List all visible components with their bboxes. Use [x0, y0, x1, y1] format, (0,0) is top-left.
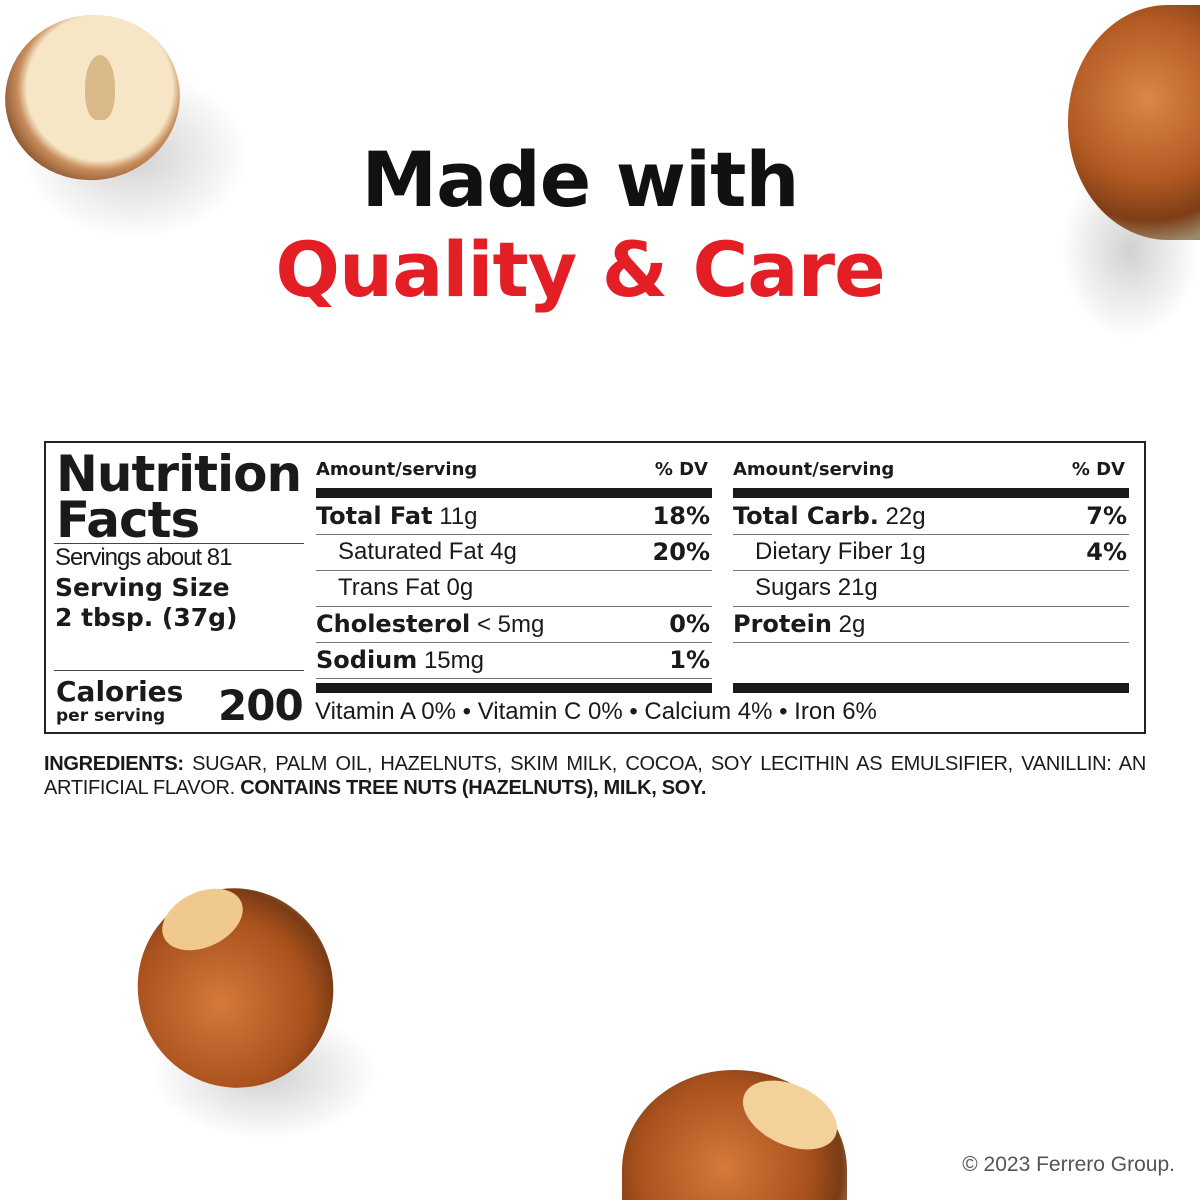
copyright: © 2023 Ferrero Group. [962, 1153, 1175, 1176]
amount-header: Amount/serving [733, 458, 895, 480]
nutrient-dv: 20% [652, 538, 710, 566]
thick-divider [316, 488, 712, 498]
nutrient-name: Total Fat [316, 501, 433, 530]
dv-header: % DV [1071, 458, 1125, 480]
nutrient-name: Dietary Fiber [755, 538, 893, 565]
calories-value: 200 [218, 681, 304, 730]
thick-divider [316, 683, 712, 693]
thick-divider [733, 488, 1129, 498]
ingredients-text: INGREDIENTS: SUGAR, PALM OIL, HAZELNUTS,… [44, 752, 1146, 800]
nutrient-amount: 0g [446, 574, 474, 601]
ingredients-label: INGREDIENTS: [44, 753, 184, 775]
calories-label: Calories [56, 675, 184, 708]
nutrient-amount: 22g [885, 502, 926, 530]
nutrient-dv: 0% [669, 610, 710, 638]
nutrient-row: Trans Fat 0g [316, 570, 712, 606]
allergen-statement: CONTAINS TREE NUTS (HAZELNUTS), MILK, SO… [240, 777, 707, 799]
divider [733, 534, 1129, 535]
nutrient-row: Total Fat 11g 18% [316, 498, 712, 534]
nutrient-amount: < 5mg [476, 610, 545, 638]
divider [316, 678, 712, 679]
nutrient-amount: 15mg [423, 646, 484, 674]
serving-size-label: Serving Size [55, 573, 230, 602]
servings-per-container: Servings about 81 [55, 544, 232, 571]
nutrient-row: Dietary Fiber 1g 4% [733, 534, 1129, 570]
headline-line1: Made with [361, 135, 799, 224]
nutrient-name: Protein [733, 609, 832, 638]
nutrient-row: Saturated Fat 4g 20% [316, 534, 712, 570]
divider [54, 670, 304, 671]
nutrient-row: Sugars 21g [733, 570, 1129, 606]
divider [733, 642, 1129, 643]
divider [316, 606, 712, 607]
nutrient-amount: 1g [899, 538, 926, 565]
nutrient-name: Saturated Fat [338, 538, 484, 565]
column-header: Amount/serving % DV [316, 453, 712, 485]
nutrient-amount: 21g [837, 574, 878, 601]
nutrient-row: Total Carb. 22g 7% [733, 498, 1129, 534]
title-line2: Facts [56, 491, 200, 549]
vitamins-minerals: Vitamin A 0% • Vitamin C 0% • Calcium 4%… [315, 698, 877, 725]
divider [733, 606, 1129, 607]
divider [54, 543, 304, 544]
nutrient-name: Sugars [755, 574, 832, 601]
calories-per-serving-label: per serving [56, 706, 166, 726]
amount-header: Amount/serving [316, 458, 478, 480]
nutrient-amount: 11g [439, 502, 478, 530]
nutrient-name: Sodium [316, 645, 418, 674]
nutrient-dv: 7% [1086, 502, 1127, 530]
column-header: Amount/serving % DV [733, 453, 1129, 485]
nutrient-name: Cholesterol [316, 609, 471, 638]
nutrient-name: Trans Fat [338, 574, 440, 601]
nutrient-dv: 18% [652, 502, 710, 530]
nutrient-dv: 4% [1086, 538, 1127, 566]
divider [316, 570, 712, 571]
divider [316, 642, 712, 643]
nutrition-facts-panel: Nutrition Facts Servings about 81 Serving… [44, 441, 1146, 734]
thick-divider [733, 683, 1129, 693]
hazelnut-kernel-icon [85, 55, 115, 120]
nutrient-row: Sodium 15mg 1% [316, 642, 712, 678]
ingredients-list: SUGAR, PALM OIL, HAZELNUTS, SKIM MILK, C… [44, 753, 1146, 799]
nutrient-row: Cholesterol < 5mg 0% [316, 606, 712, 642]
nutrition-facts-title: Nutrition Facts [56, 445, 302, 549]
nutrient-row: Protein 2g [733, 606, 1129, 642]
dv-header: % DV [654, 458, 708, 480]
headline-line2: Quality & Care [275, 225, 885, 314]
title-line1: Nutrition [56, 445, 302, 503]
nutrient-amount: 4g [490, 538, 517, 565]
nutrient-name: Total Carb. [733, 501, 879, 530]
serving-size-value: 2 tbsp. (37g) [55, 603, 238, 632]
nutrient-dv: 1% [669, 646, 710, 674]
divider [316, 534, 712, 535]
divider [733, 570, 1129, 571]
nutrient-amount: 2g [838, 610, 866, 638]
